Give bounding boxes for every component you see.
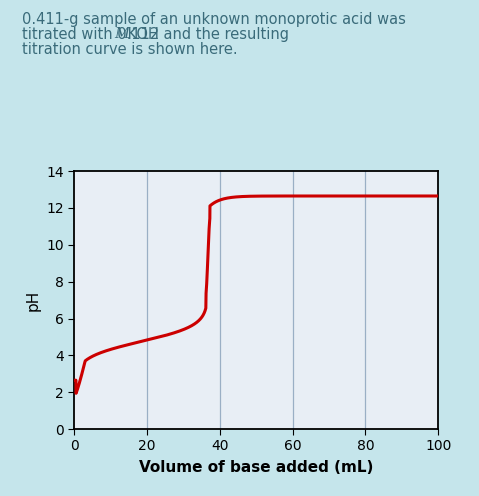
- Y-axis label: pH: pH: [26, 290, 41, 310]
- Text: titrated with 0.112: titrated with 0.112: [22, 27, 163, 42]
- Text: titration curve is shown here.: titration curve is shown here.: [22, 42, 237, 57]
- Text: M: M: [114, 27, 129, 41]
- X-axis label: Volume of base added (mL): Volume of base added (mL): [139, 460, 374, 475]
- Text: KOH and the resulting: KOH and the resulting: [123, 27, 289, 42]
- Text: 0.411-g sample of an unknown monoprotic acid was: 0.411-g sample of an unknown monoprotic …: [22, 12, 405, 27]
